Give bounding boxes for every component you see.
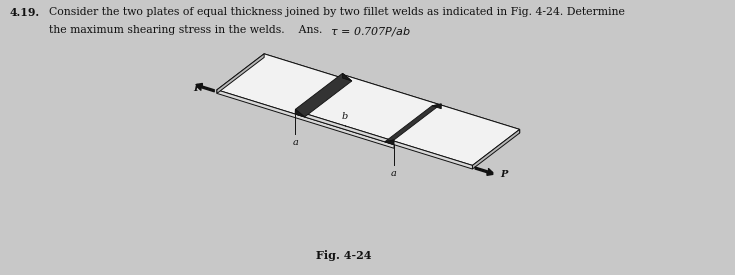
Polygon shape <box>217 54 264 94</box>
Polygon shape <box>217 90 394 148</box>
Polygon shape <box>473 130 520 169</box>
Text: a: a <box>293 138 298 147</box>
Text: b: b <box>342 112 348 121</box>
Text: Consider the two plates of equal thickness joined by two fillet welds as indicat: Consider the two plates of equal thickne… <box>49 7 625 17</box>
Text: P: P <box>501 170 508 179</box>
Text: 4.19.: 4.19. <box>10 7 40 18</box>
Polygon shape <box>295 109 304 117</box>
Polygon shape <box>384 140 394 145</box>
Polygon shape <box>295 111 473 169</box>
Text: the maximum shearing stress in the welds.    Ans.: the maximum shearing stress in the welds… <box>49 25 322 35</box>
Polygon shape <box>295 75 520 165</box>
Polygon shape <box>343 73 352 81</box>
Polygon shape <box>343 75 520 133</box>
Polygon shape <box>295 73 352 117</box>
Polygon shape <box>432 104 441 109</box>
Polygon shape <box>264 54 441 112</box>
Polygon shape <box>384 104 441 142</box>
Text: a: a <box>391 169 397 178</box>
Text: Fig. 4-24: Fig. 4-24 <box>316 250 371 261</box>
Text: $\tau$ = 0.707$P$/$ab$: $\tau$ = 0.707$P$/$ab$ <box>330 25 410 38</box>
Polygon shape <box>217 54 441 145</box>
Text: P: P <box>193 84 201 93</box>
